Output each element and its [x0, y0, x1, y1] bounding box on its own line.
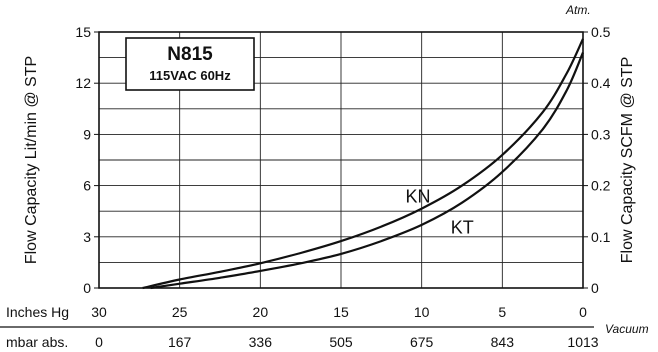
right-tick-0.2: 0.2	[591, 178, 611, 194]
inhg-tick-30: 30	[91, 304, 107, 320]
right-unit-label: Atm.	[565, 3, 591, 17]
y-axis-right-title: Flow Capacity SCFM @ STP	[619, 57, 636, 264]
mbar-tick-167: 167	[168, 334, 192, 350]
chart-title: N815	[167, 44, 213, 65]
curves	[142, 38, 585, 290]
mbar-ticks: 0 167 336 505 675 843 1013	[95, 334, 599, 350]
series-kt-line	[150, 52, 585, 290]
left-tick-12: 12	[75, 75, 91, 91]
left-tick-15: 15	[75, 24, 91, 40]
right-tick-0.4: 0.4	[591, 75, 611, 91]
x-axis-primary-label: Inches Hg	[6, 304, 69, 320]
series-labels: KN KT	[406, 187, 474, 238]
left-tick-0: 0	[83, 280, 91, 296]
vacuum-label: Vacuum	[605, 322, 649, 336]
series-label-kn: KN	[406, 187, 431, 207]
right-tick-0.5: 0.5	[591, 24, 611, 40]
inhg-tick-5: 5	[498, 304, 506, 320]
mbar-tick-843: 843	[491, 334, 515, 350]
left-tick-9: 9	[83, 126, 91, 142]
series-label-kt: KT	[451, 217, 474, 237]
inhg-tick-0: 0	[579, 304, 587, 320]
mbar-tick-505: 505	[329, 334, 353, 350]
inhg-tick-25: 25	[172, 304, 188, 320]
series-kn-line	[142, 38, 584, 290]
left-y-ticks: 0 3 6 9 12 15	[75, 24, 99, 296]
mbar-tick-1013: 1013	[567, 334, 598, 350]
inches-hg-ticks: 30 25 20 15 10 5 0	[91, 304, 587, 320]
right-tick-0: 0	[591, 280, 599, 296]
title-box	[125, 37, 255, 91]
inhg-tick-20: 20	[253, 304, 269, 320]
y-axis-left-title: Flow Capacity Lit/min @ STP	[23, 56, 40, 264]
chart-subtitle: 115VAC 60Hz	[149, 68, 231, 83]
left-tick-3: 3	[83, 229, 91, 245]
right-tick-0.1: 0.1	[591, 229, 611, 245]
mbar-tick-336: 336	[249, 334, 273, 350]
x-axis-secondary-label: mbar abs.	[6, 334, 68, 350]
grid-lines	[99, 32, 583, 288]
inhg-tick-10: 10	[414, 304, 430, 320]
right-tick-0.3: 0.3	[591, 126, 611, 142]
right-y-ticks: 0 0.1 0.2 0.3 0.4 0.5	[583, 24, 611, 296]
inhg-tick-15: 15	[333, 304, 349, 320]
mbar-tick-0: 0	[95, 334, 103, 350]
mbar-tick-675: 675	[410, 334, 434, 350]
left-tick-6: 6	[83, 178, 91, 194]
plot-frame	[98, 31, 584, 289]
